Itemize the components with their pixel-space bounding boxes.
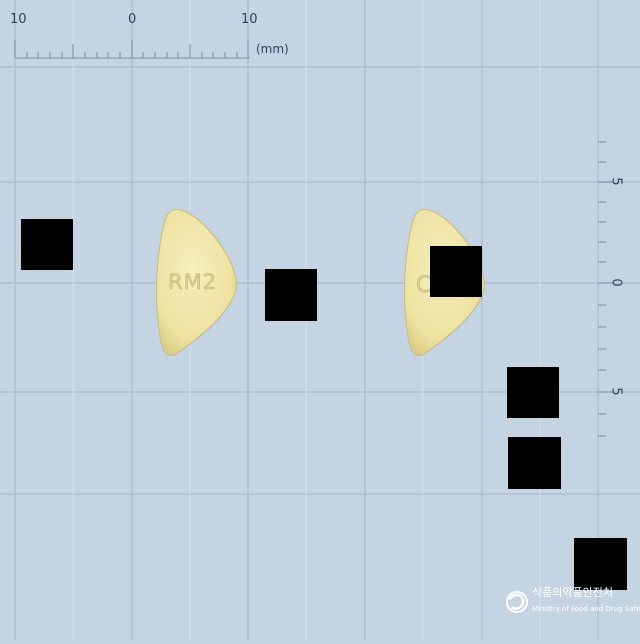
agency-logo: 식품의약품안전처 Ministry of Food and Drug Safet… [506, 583, 640, 623]
tablet-front: RM2 [155, 209, 237, 356]
tablet-imprint-back: C [416, 273, 431, 298]
agency-name-english: Ministry of Food and Drug Safety [532, 605, 640, 613]
ruler-unit-label: (mm) [256, 42, 289, 56]
redaction-block [574, 538, 627, 590]
ruler-top-label-center: 0 [128, 12, 137, 27]
ruler-top-label-right: 10 [241, 12, 258, 27]
ruler-top-label-left: 10 [10, 12, 27, 27]
redaction-block [265, 269, 317, 321]
ruler-side-label-center: 0 [608, 278, 624, 287]
redaction-block [21, 219, 73, 270]
redaction-block [507, 367, 559, 418]
redaction-block [430, 246, 482, 297]
agency-name-korean: 식품의약품안전처 [532, 586, 613, 599]
ruler-side-label-bottom: 5 [608, 387, 624, 396]
tablet-imprint-front: RM2 [168, 270, 217, 294]
ruler-side-label-top: 5 [608, 177, 624, 186]
agency-emblem-icon [506, 591, 528, 613]
redaction-block [508, 437, 561, 489]
